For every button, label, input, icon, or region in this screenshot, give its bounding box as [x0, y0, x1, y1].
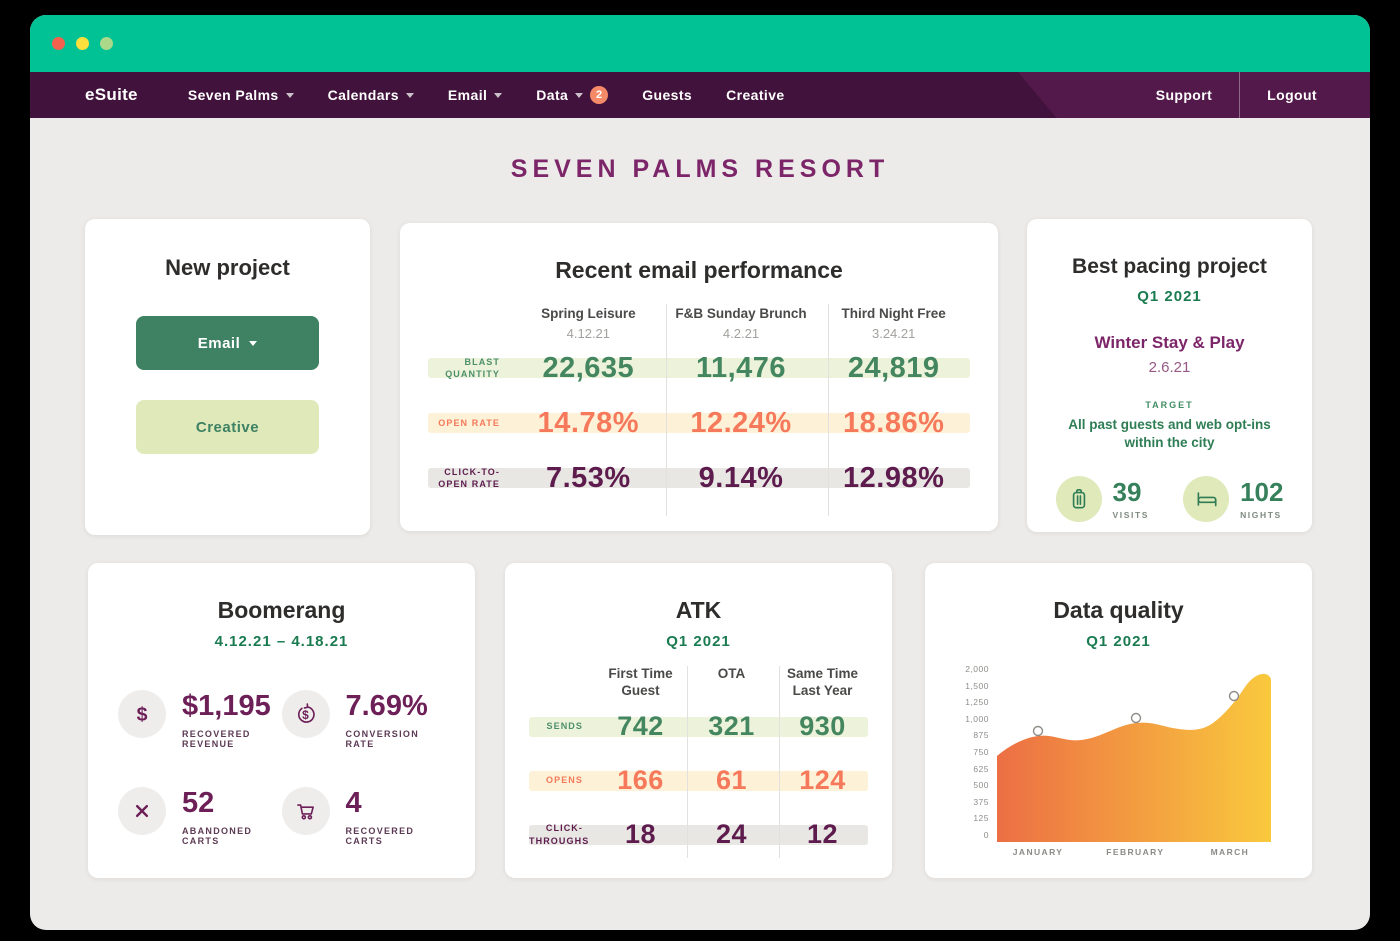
project-name[interactable]: Winter Stay & Play [1094, 333, 1245, 352]
chart-x-axis: JANUARY FEBRUARY MARCH [1012, 847, 1250, 857]
card-period: 4.12.21 – 4.18.21 [214, 633, 349, 650]
column-header: OTA [717, 666, 746, 681]
email-performance-table: Spring Leisure 4.12.21 F&B Sunday Brunch… [428, 304, 970, 516]
nav-item-email[interactable]: Email [448, 87, 503, 103]
nav-item-creative[interactable]: Creative [726, 87, 785, 103]
new-creative-project-button[interactable]: Creative [136, 400, 319, 454]
chevron-down-icon [405, 92, 414, 98]
table-row-click-throughs: CLICK- THROUGHS 18 24 12 [529, 808, 868, 862]
card-title: Boomerang [217, 597, 346, 623]
nav-item-data[interactable]: Data 2 [536, 86, 609, 104]
column-divider [687, 666, 688, 858]
card-period: Q1 2021 [1137, 288, 1202, 305]
chevron-down-icon [285, 92, 294, 98]
column-header: Spring Leisure 4.12.21 [541, 306, 636, 341]
bed-icon [1183, 476, 1230, 523]
card-title: Recent email performance [555, 257, 843, 283]
nav-item-support[interactable]: Support [1155, 87, 1213, 103]
data-point-february [1130, 712, 1142, 724]
column-header: Same Time Last Year [786, 666, 859, 698]
window-close-icon[interactable] [52, 37, 65, 50]
page-title: SEVEN PALMS RESORT [510, 155, 890, 183]
chart-plot-area: JANUARY FEBRUARY MARCH [997, 670, 1271, 861]
table-row-opens: OPENS 166 61 124 [529, 754, 868, 808]
data-quality-card: Data quality Q1 2021 2,000 1,500 1,250 1… [925, 563, 1312, 878]
navbar: eSuite Seven Palms Calendars Email Data … [30, 72, 1370, 118]
table-row-click-to-open-rate: CLICK-TO- OPEN RATE 7.53% 9.14% 12.98% [428, 451, 970, 506]
data-point-january [1032, 725, 1044, 737]
nav-slant-decoration [1018, 72, 1370, 118]
window-titlebar [30, 15, 1370, 72]
x-icon [118, 787, 166, 835]
area-chart-svg [997, 673, 1271, 842]
boomerang-card: Boomerang 4.12.21 – 4.18.21 $ $1,195 REC… [88, 563, 475, 878]
card-title: New project [165, 255, 290, 280]
nights-stat: 102 NIGHTS [1183, 476, 1283, 523]
recovered-revenue-stat: $ $1,195 RECOVERED REVENUE [118, 690, 282, 749]
dollar-icon: $ [118, 690, 166, 738]
new-project-card: New project Email Creative [85, 219, 370, 535]
column-header: First Time Guest [608, 666, 673, 698]
conversion-rate-stat: $ 7.69% CONVERSION RATE [281, 690, 446, 749]
column-divider [828, 304, 829, 516]
nav-divider [1239, 72, 1241, 118]
notification-badge: 2 [590, 86, 609, 104]
column-divider [779, 666, 780, 858]
area-series [997, 673, 1271, 842]
card-title: Data quality [1053, 597, 1184, 623]
svg-text:$: $ [137, 704, 148, 726]
column-divider [666, 304, 667, 516]
data-quality-chart: 2,000 1,500 1,250 1,000 875 750 625 500 … [953, 664, 1312, 861]
column-header: F&B Sunday Brunch 4.2.21 [675, 306, 807, 341]
table-row-sends: SENDS 742 321 930 [529, 700, 868, 754]
best-pacing-card: Best pacing project Q1 2021 Winter Stay … [1027, 219, 1312, 532]
card-title: ATK [675, 597, 722, 623]
table-row-blast-quantity: BLAST QUANTITY 22,635 11,476 24,819 [428, 341, 970, 396]
chevron-down-icon [494, 92, 503, 98]
chart-y-axis: 2,000 1,500 1,250 1,000 875 750 625 500 … [965, 664, 989, 840]
nav-item-calendars[interactable]: Calendars [328, 87, 414, 103]
window-minimize-icon[interactable] [76, 37, 89, 50]
table-row-open-rate: OPEN RATE 14.78% 12.24% 18.86% [428, 396, 970, 451]
target-label: TARGET [1145, 400, 1194, 410]
visits-stat: 39 VISITS [1055, 476, 1150, 523]
window-zoom-icon[interactable] [100, 37, 113, 50]
card-period: Q1 2021 [666, 633, 731, 650]
svg-text:$: $ [302, 708, 309, 722]
data-point-march [1228, 690, 1240, 702]
cart-icon [281, 787, 330, 835]
nav-item-guests[interactable]: Guests [642, 87, 693, 103]
chevron-down-icon [249, 340, 258, 346]
card-title: Best pacing project [1072, 255, 1267, 278]
new-email-project-button[interactable]: Email [136, 316, 319, 370]
atk-card: ATK Q1 2021 First Time Guest OTA Same Ti… [505, 563, 892, 878]
atk-table: First Time Guest OTA Same Time Last Year… [529, 666, 868, 862]
nav-item-logout[interactable]: Logout [1267, 87, 1317, 103]
conversion-icon: $ [281, 690, 330, 738]
app-window: eSuite Seven Palms Calendars Email Data … [30, 15, 1370, 930]
suitcase-icon [1055, 476, 1102, 523]
email-performance-card: Recent email performance Spring Leisure … [400, 223, 998, 531]
brand-logo[interactable]: eSuite [85, 85, 138, 104]
abandoned-carts-stat: 52 ABANDONED CARTS [118, 787, 282, 846]
recovered-carts-stat: 4 RECOVERED CARTS [281, 787, 446, 846]
project-date: 2.6.21 [1148, 359, 1191, 376]
column-header: Third Night Free 3.24.21 [841, 306, 946, 341]
target-text: All past guests and web opt-ins within t… [1068, 417, 1271, 451]
chevron-down-icon [575, 92, 584, 98]
card-period: Q1 2021 [1086, 633, 1151, 650]
nav-item-seven-palms[interactable]: Seven Palms [188, 87, 294, 103]
